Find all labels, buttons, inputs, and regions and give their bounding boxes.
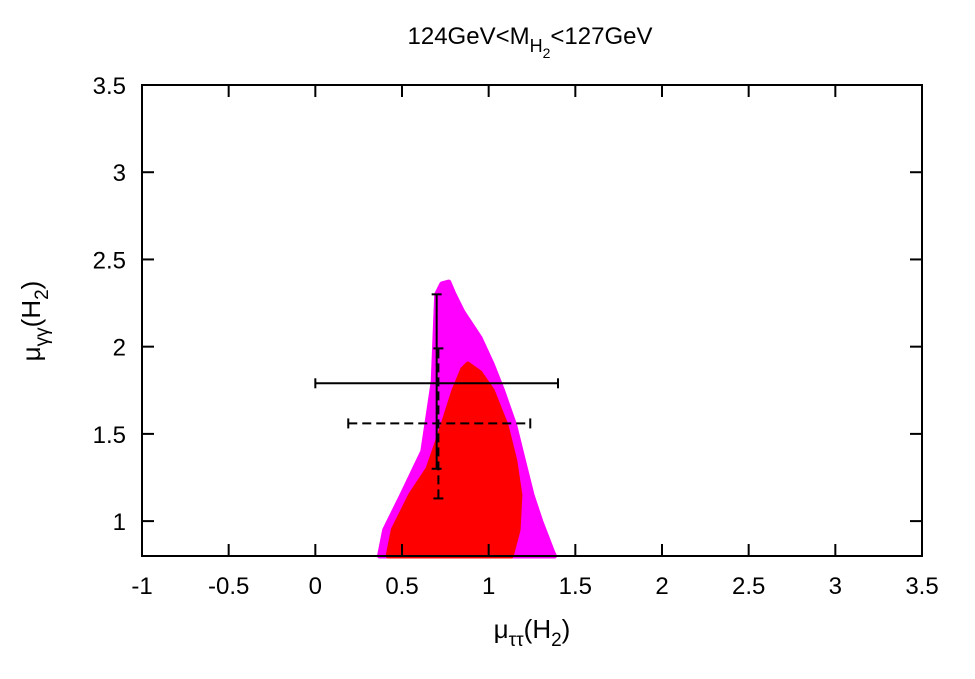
y-tick-label: 3.5 (93, 73, 126, 100)
error-bars (314, 293, 559, 500)
y-tick-label: 3 (113, 160, 126, 187)
x-tick-label: 1 (482, 573, 495, 600)
scan-region-2 (385, 361, 523, 559)
x-tick-label: 0.5 (385, 573, 418, 600)
x-tick-label: 1.5 (559, 573, 592, 600)
x-tick-label: 3.5 (905, 573, 938, 600)
plot-frame (141, 84, 923, 557)
chart-title: 124GeV<MH2<127GeV (408, 23, 653, 61)
x-tick-label: 3 (829, 573, 842, 600)
x-tick-label: -1 (131, 573, 152, 600)
y-tick-label: 2 (113, 335, 126, 362)
y-tick-label: 2.5 (93, 247, 126, 274)
y-axis-label: μγγ(H2) (16, 281, 53, 362)
x-axis-label: μττ(H2) (494, 614, 571, 651)
x-tick-label: 0 (309, 573, 322, 600)
y-tick-label: 1 (113, 509, 126, 536)
x-tick-labels: -1 -0.5 0 0.5 1 1.5 2 2.5 3 3.5 (131, 573, 938, 600)
scan-regions (377, 279, 557, 559)
y-tick-labels: 1 1.5 2 2.5 3 3.5 (93, 73, 126, 536)
x-tick-label: 2.5 (732, 573, 765, 600)
axis-ticks (141, 84, 923, 556)
x-tick-label: 2 (655, 573, 668, 600)
y-tick-label: 1.5 (93, 422, 126, 449)
x-tick-label: -0.5 (208, 573, 249, 600)
